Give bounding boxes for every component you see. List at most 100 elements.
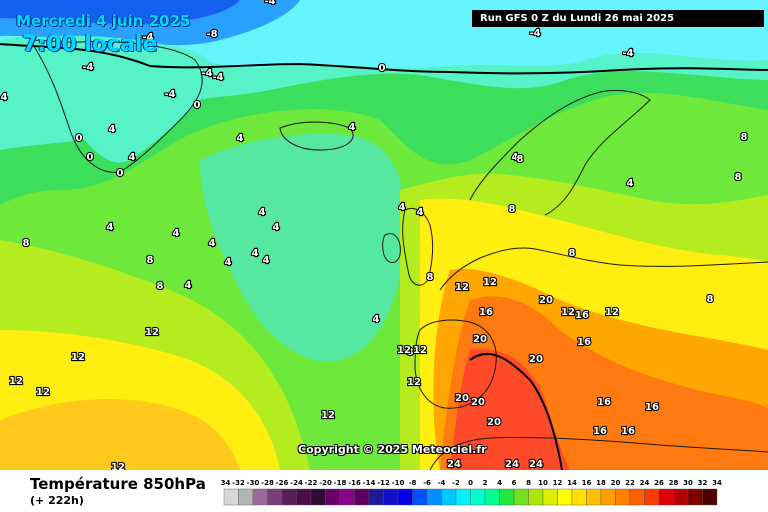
temperature-label: 8 [707,294,714,305]
temperature-label: 8 [427,272,434,283]
scale-swatch [644,488,660,506]
map-labels: -4-8-4-4-4 -4-4-4-40000044444444444444444… [0,0,749,470]
temperature-label: 8 [509,204,516,215]
scale-tick: 22 [625,479,635,487]
temperature-label: 20 [473,334,487,345]
atlantic-cool [200,133,406,362]
temperature-label: -4 [212,72,223,83]
temperature-label: 12 [483,277,497,288]
scale-swatch [702,488,718,506]
scale-swatch [238,488,254,506]
valid-date: Mercredi 4 juin 2025 [16,12,191,30]
scale-tick: 8 [526,479,531,487]
temperature-label: 12 [111,462,125,470]
temperature-label: 20 [471,397,485,408]
scale-tick: 14 [567,479,577,487]
temperature-label: -4 [529,28,540,39]
temperature-label: 20 [529,354,543,365]
temperature-label: 16 [575,310,589,321]
scale-tick: 20 [611,479,621,487]
scale-tick: 4 [497,479,502,487]
scale-swatch [557,488,573,506]
temperature-label: 0 [379,63,386,74]
scale-swatch [441,488,457,506]
scale-swatch [542,488,558,506]
scale-swatch [615,488,631,506]
temperature-label: 4 [237,133,244,144]
temperature-label: 4 [173,228,180,239]
temperature-label: 20 [539,295,553,306]
temperature-label: 4 [627,178,634,189]
scale-swatch [484,488,500,506]
temperature-label: 12 [605,307,619,318]
temperature-label: 4 [129,152,136,163]
scale-tick: -22 [305,479,318,487]
scale-swatch [455,488,471,506]
temperature-label: 8 [741,132,748,143]
temperature-label: 24 [505,459,519,470]
scale-tick: 0 [468,479,473,487]
scale-tick: 18 [596,479,606,487]
temperature-label: 4 [349,122,356,133]
scale-swatch [470,488,486,506]
temperature-label: 0 [87,152,94,163]
temperature-label: 4 [259,207,266,218]
temperature-label: 12 [561,307,575,318]
scale-swatch [687,488,703,506]
temperature-label: 8 [147,255,154,266]
temperature-label: -4 [264,0,275,7]
temperature-label: 4 [417,207,424,218]
temperature-label: 12 [407,377,421,388]
temperature-label: 12 [455,282,469,293]
scale-tick: 28 [669,479,679,487]
scale-tick: -6 [423,479,431,487]
scale-swatch [267,488,283,506]
band-24 [450,349,570,470]
scale-tick: -26 [276,479,289,487]
britain-coast [402,207,434,286]
scale-swatch [513,488,529,506]
scale-tick: -2 [452,479,460,487]
scale-swatch [252,488,268,506]
temperature-label: 20 [487,417,501,428]
temperature-label: 8 [569,248,576,259]
temperature-label: 12 [321,410,335,421]
scale-swatch [673,488,689,506]
scale-tick: 30 [683,479,693,487]
temperature-label: 0 [194,100,201,111]
temperature-label: 12 [9,376,23,387]
scale-tick: 2 [483,479,488,487]
band-16-west [0,399,240,470]
scale-tick: -28 [261,479,274,487]
scale-tick: 26 [654,479,664,487]
temperature-label: 16 [593,426,607,437]
europe-coast [439,247,768,291]
scale-tick: -16 [348,479,361,487]
scale-tick: -8 [409,479,417,487]
temperature-label: 16 [597,397,611,408]
temperature-label: 4 [252,248,259,259]
temperature-label: -4 [142,32,153,43]
scale-swatch [281,488,297,506]
scale-tick: -20 [319,479,332,487]
scale-tick: -30 [247,479,260,487]
greenland-coast [29,39,203,173]
scale-swatch [499,488,515,506]
temperature-label: 12 [71,352,85,363]
temperature-label: 4 [512,152,519,163]
scale-swatch [586,488,602,506]
temperature-label: 16 [645,402,659,413]
scale-tick: 10 [538,479,548,487]
scale-tick: 6 [512,479,517,487]
scale-swatch [571,488,587,506]
temperature-label: 24 [447,459,461,470]
scale-swatch [354,488,370,506]
valid-hour: 7:00 locale [22,32,158,57]
scale-swatch [412,488,428,506]
scale-tick: -10 [392,479,405,487]
scale-tick: -14 [363,479,376,487]
temperature-label: 16 [479,307,493,318]
temperature-label: 4 [273,222,280,233]
temperature-label: -4 [622,48,633,59]
